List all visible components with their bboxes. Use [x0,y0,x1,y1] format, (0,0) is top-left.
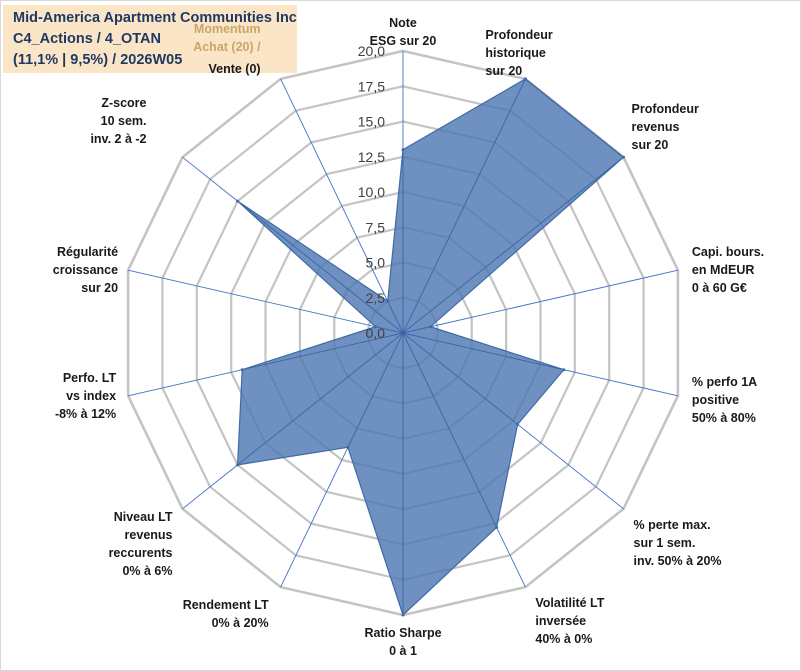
axis-spoke-3 [402,269,679,334]
tick-label-8: 20,0 [358,43,385,59]
axis-label-13: Vente (0) [208,62,260,76]
axis-label-2: Profondeur revenus sur 20 [632,102,699,152]
data-point-13 [386,299,390,303]
data-point-10 [240,368,244,372]
axis-label-0: Note ESG sur 20 [370,16,437,48]
series-spoke-2 [402,156,624,334]
chart-title-stats: (11,1% | 9,5%) / 2026W05 [13,52,183,68]
radial-tick-labels: 0,0 2,5 5,0 7,5 10,0 12,5 15,0 17,5 20,0 [358,43,385,341]
axis-spoke-11 [127,269,404,334]
data-point-6 [495,525,499,529]
series-spoke-13 [387,301,404,334]
series-spoke-6 [402,332,497,528]
data-point-9 [236,463,240,467]
data-point-12 [236,199,240,203]
tick-label-2: 5,0 [366,255,386,271]
title-box: Mid-America Apartment Communities Inc C4… [3,5,297,73]
series-spoke-8 [347,332,404,448]
tick-label-4: 10,0 [358,184,385,200]
axis-label-12: Z-score 10 sem. inv. 2 à -2 [90,96,146,146]
axis-label-10: Perfo. LT vs index -8% à 12% [55,371,117,421]
momentum-label: Momentum Achat (20) / [193,22,261,54]
axis-label-6: Volatilité LT inversée 40% à 0% [535,596,604,646]
tick-label-5: 12,5 [358,149,385,165]
axis-labels: Note ESG sur 20 Profondeur historique sur 20… [53,16,764,658]
series-spoke-3 [402,326,431,334]
series-spoke-12 [237,200,404,334]
tick-label-0: 0,0 [366,325,386,341]
tick-label-3: 7,5 [366,219,386,235]
data-point-7 [401,613,405,617]
axis-label-7: Ratio Sharpe 0 à 1 [364,626,441,658]
tick-label-1: 2,5 [366,290,386,306]
data-point-4 [562,368,566,372]
series-spoke-4 [402,332,564,371]
data-point-1 [523,77,527,81]
axis-label-8: Rendement LT 0% à 20% [183,598,269,630]
series-spoke-9 [237,332,404,466]
series-area [236,78,625,617]
series-spoke-10 [242,332,404,371]
data-point-0 [401,148,405,152]
axis-label-9: Niveau LT revenus reccurents 0% à 6% [109,510,173,578]
data-point-5 [516,422,520,426]
series-spoke-1 [402,78,526,334]
data-point-11 [374,325,377,329]
axis-label-1: Profondeur historique sur 20 [485,28,552,78]
tick-label-6: 15,0 [358,114,385,130]
series-spoke-11 [375,326,404,334]
data-point-3 [429,325,432,329]
axis-label-3: Capi. bours. en MdEUR 0 à 60 G€ [692,245,764,295]
chart-title-company: Mid-America Apartment Communities Inc [13,10,297,26]
data-point-8 [346,445,350,449]
axis-spoke-13 [280,78,404,334]
data-point-2 [622,155,625,159]
axis-label-5: % perte max. sur 1 sem. inv. 50% à 20% [634,518,722,568]
axis-label-11: Régularité croissance sur 20 [53,245,118,295]
series-spoke-5 [402,332,518,425]
axis-label-4: % perfo 1A positive 50% à 80% [692,375,757,425]
radar-series [236,77,625,617]
chart-title-category: C4_Actions / 4_OTAN [13,31,161,47]
tick-label-7: 17,5 [358,78,385,94]
